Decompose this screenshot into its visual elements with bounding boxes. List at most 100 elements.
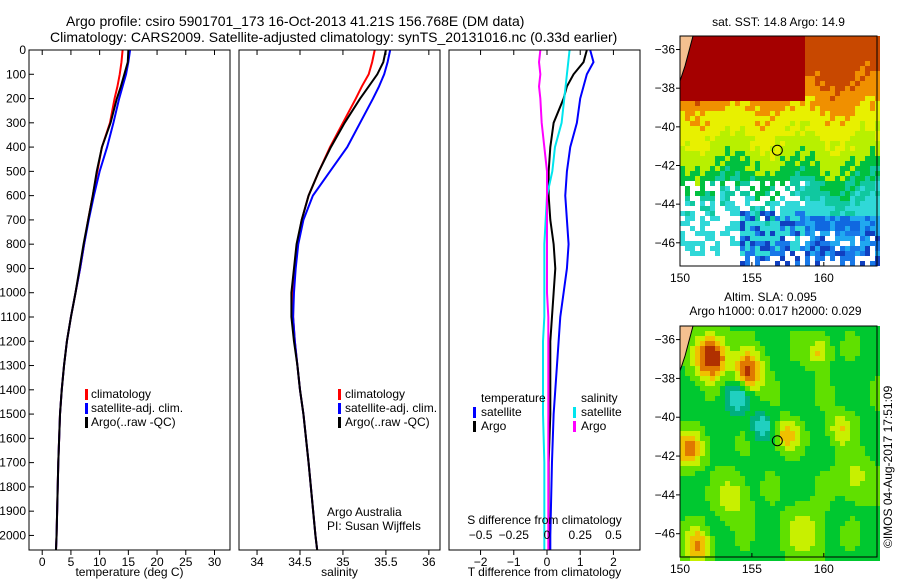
map-cell (770, 501, 775, 506)
map-cell (735, 111, 740, 116)
map-cell (695, 261, 700, 266)
map-cell (810, 366, 815, 371)
map-cell (715, 261, 720, 266)
map-cell (805, 371, 810, 376)
map-cell (710, 471, 715, 476)
map-cell (700, 416, 705, 421)
map-cell (785, 136, 790, 141)
map-cell (775, 226, 780, 231)
map-cell (800, 201, 805, 206)
map-cell (755, 236, 760, 241)
map-cell (845, 111, 850, 116)
map-cell (725, 151, 730, 156)
map-cell (705, 376, 710, 381)
map-cell (750, 496, 755, 501)
map-cell (730, 121, 735, 126)
map-cell (755, 36, 760, 41)
map-cell (690, 101, 695, 106)
map-cell (745, 66, 750, 71)
map-cell (695, 126, 700, 131)
map-cell (740, 116, 745, 121)
map-cell (870, 66, 875, 71)
map-cell (860, 436, 865, 441)
map-cell (840, 441, 845, 446)
map-cell (710, 331, 715, 336)
map-cell (685, 426, 690, 431)
map-cell (810, 546, 815, 551)
map-cell (870, 261, 875, 266)
map-cell (750, 376, 755, 381)
map-cell (795, 501, 800, 506)
map-cell (765, 421, 770, 426)
map-cell (770, 186, 775, 191)
map-cell (750, 556, 755, 561)
map-cell (800, 146, 805, 151)
map-cell (755, 366, 760, 371)
map-cell (830, 61, 835, 66)
map-cell (795, 251, 800, 256)
map-cell (790, 351, 795, 356)
map-cell (710, 556, 715, 561)
map-cell (685, 471, 690, 476)
map-cell (685, 66, 690, 71)
map-cell (760, 476, 765, 481)
x-tick-label: 25 (179, 555, 193, 569)
map-cell (805, 491, 810, 496)
map-cell (790, 46, 795, 51)
map-cell (780, 106, 785, 111)
map-cell (705, 121, 710, 126)
y-tick-label: 200 (6, 92, 26, 106)
map-cell (825, 61, 830, 66)
map-cell (840, 251, 845, 256)
map-cell (860, 71, 865, 76)
map-cell (685, 151, 690, 156)
map-cell (845, 361, 850, 366)
map-cell (740, 196, 745, 201)
map-cell (810, 41, 815, 46)
map-cell (820, 251, 825, 256)
map-cell (850, 336, 855, 341)
map-cell (850, 216, 855, 221)
map-cell (820, 106, 825, 111)
map-cell (750, 511, 755, 516)
map-cell (815, 56, 820, 61)
map-cell (715, 106, 720, 111)
map-cell (725, 476, 730, 481)
map-cell (820, 551, 825, 556)
map-cell (800, 151, 805, 156)
map-cell (845, 481, 850, 486)
map-cell (830, 236, 835, 241)
map-cell (745, 241, 750, 246)
map-cell (680, 451, 685, 456)
map-cell (685, 256, 690, 261)
map-cell (750, 166, 755, 171)
map-cell (735, 51, 740, 56)
map-cell (865, 56, 870, 61)
map-cell (775, 196, 780, 201)
map-cell (740, 506, 745, 511)
map-cell (865, 111, 870, 116)
map-cell (855, 91, 860, 96)
map-cell (700, 421, 705, 426)
map-cell (710, 126, 715, 131)
map-cell (735, 426, 740, 431)
map-cell (760, 81, 765, 86)
y-tick-label: 0 (19, 43, 26, 57)
map-cell (790, 186, 795, 191)
map-cell (720, 446, 725, 451)
map-cell (850, 476, 855, 481)
map-cell (690, 346, 695, 351)
map-cell (805, 76, 810, 81)
map-cell (795, 141, 800, 146)
map-cell (815, 536, 820, 541)
map-cell (710, 91, 715, 96)
map-cell (810, 381, 815, 386)
map-cell (765, 401, 770, 406)
map-cell (700, 71, 705, 76)
map-cell (770, 241, 775, 246)
map-cell (870, 436, 875, 441)
map-cell (685, 146, 690, 151)
map-cell (835, 511, 840, 516)
map-cell (700, 151, 705, 156)
map-cell (800, 96, 805, 101)
